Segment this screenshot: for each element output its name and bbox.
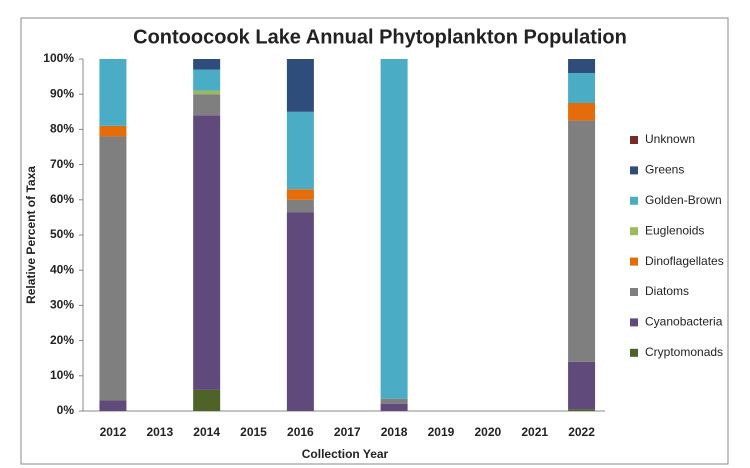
y-tick-label: 60% — [50, 192, 74, 206]
legend-label: Diatoms — [645, 284, 689, 298]
y-axis-title: Relative Percent of Taxa — [24, 166, 38, 304]
legend-label: Golden-Brown — [645, 193, 722, 207]
legend-swatch — [630, 288, 638, 296]
bar-segment — [286, 189, 314, 200]
bar-segment — [193, 59, 221, 70]
x-tick-label: 2014 — [193, 425, 220, 439]
legend-label: Cryptomonads — [645, 345, 723, 359]
chart-title: Contoocook Lake Annual Phytoplankton Pop… — [133, 26, 627, 48]
bar-segment — [193, 94, 221, 116]
bar-segment — [380, 403, 408, 411]
legend-label: Cyanobacteria — [645, 315, 723, 329]
y-tick-label: 40% — [50, 262, 74, 276]
x-tick-label: 2015 — [240, 425, 267, 439]
legend-swatch — [630, 257, 638, 266]
y-tick-label: 80% — [50, 122, 74, 136]
y-tick-label: 90% — [50, 86, 74, 100]
bar-segment — [568, 361, 596, 410]
y-tick-label: 50% — [50, 227, 74, 241]
legend-swatch — [630, 318, 638, 327]
bar-segment — [193, 389, 221, 411]
bar-segment — [193, 115, 221, 390]
bar-segment — [99, 125, 127, 137]
x-tick-label: 2020 — [474, 425, 501, 439]
bar-segment — [380, 59, 408, 399]
y-tick-label: 30% — [50, 298, 74, 312]
chart-border — [20, 17, 729, 465]
legend-swatch — [630, 227, 638, 236]
bar-segment — [568, 59, 596, 74]
bar-segment — [193, 90, 221, 95]
y-tick-label: 100% — [43, 51, 74, 65]
x-tick-label: 2018 — [381, 425, 408, 439]
bar-segment — [286, 59, 314, 112]
legend-label: Euglenoids — [645, 223, 704, 237]
bar-segment — [286, 199, 314, 213]
x-tick-label: 2017 — [334, 425, 361, 439]
y-tick-label: 0% — [57, 403, 75, 417]
x-tick-label: 2016 — [287, 425, 314, 439]
bar-segment — [99, 136, 127, 401]
y-tick-label: 10% — [50, 368, 74, 382]
x-tick-label: 2013 — [146, 425, 173, 439]
bar-segment — [380, 398, 408, 404]
x-tick-label: 2021 — [521, 425, 548, 439]
bar-segment — [193, 69, 221, 91]
bar-segment — [286, 111, 314, 190]
bar-segment — [568, 409, 596, 411]
x-tick-label: 2012 — [100, 425, 127, 439]
legend-swatch — [630, 166, 638, 175]
legend-label: Greens — [645, 163, 684, 177]
legend-label: Dinoflagellates — [645, 254, 724, 268]
x-tick-label: 2022 — [568, 425, 595, 439]
bar-segment — [568, 73, 596, 103]
legend-swatch — [630, 348, 638, 357]
bar-segment — [99, 400, 127, 411]
legend-label: Unknown — [645, 132, 695, 146]
bar-segment — [99, 59, 127, 126]
y-tick-label: 20% — [50, 333, 74, 347]
bar-segment — [568, 103, 596, 121]
bar-segment — [568, 120, 596, 362]
y-tick-label: 70% — [50, 157, 74, 171]
x-axis-title: Collection Year — [302, 447, 389, 461]
legend-swatch — [630, 196, 638, 205]
x-tick-label: 2019 — [428, 425, 455, 439]
legend-swatch — [630, 136, 638, 144]
bar-segment — [286, 212, 314, 411]
